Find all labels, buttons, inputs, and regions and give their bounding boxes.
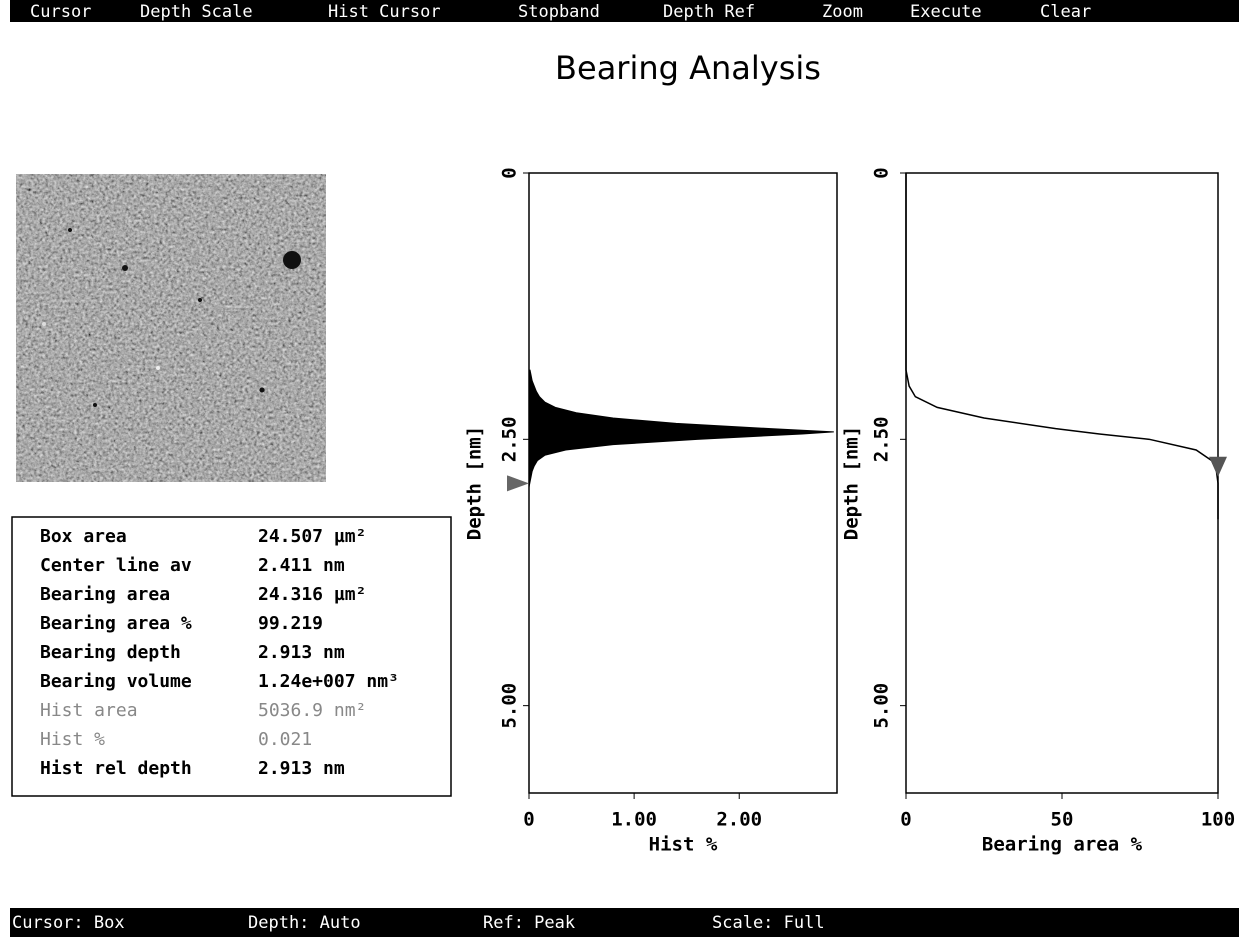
stat-value: 2.913 nm [258,758,345,779]
menu-item[interactable]: Clear [1040,2,1091,22]
afm-image [16,174,326,482]
status-bar [10,908,1239,937]
status-item: Ref: Peak [483,913,575,933]
plot-frame [905,172,1219,794]
menu-item[interactable]: Depth Scale [140,2,253,22]
stat-value: 24.316 µm² [258,584,366,605]
menu-item[interactable]: Depth Ref [663,2,755,22]
status-item: Depth: Auto [248,913,361,933]
stat-value: 0.021 [258,729,312,750]
status-item: Cursor: Box [12,913,125,933]
y-axis-label: Depth [nm] [464,426,486,540]
status-item: Scale: Full [712,913,825,933]
stat-label: Bearing volume [40,671,192,692]
stat-value: 5036.9 nm² [258,700,366,721]
x-axis-label: Hist % [649,834,718,856]
menu-item[interactable]: Cursor [30,2,91,22]
stat-value: 1.24e+007 nm³ [258,671,399,692]
y-tick-label: 5.00 [499,683,521,729]
y-tick-label: 5.00 [871,683,893,729]
stat-label: Bearing area [40,584,170,605]
stat-label: Bearing depth [40,642,181,663]
menu-item[interactable]: Zoom [822,2,863,22]
plot-frame [528,172,838,794]
stat-label: Box area [40,526,127,547]
y-tick-label: 0 [499,167,521,178]
stats-box [11,516,452,797]
x-tick-label: 2.00 [716,809,762,831]
y-tick-label: 2.50 [499,416,521,462]
x-tick-label: 50 [1051,809,1074,831]
menu-item[interactable]: Hist Cursor [328,2,441,22]
menu-item[interactable]: Stopband [518,2,600,22]
y-axis-label: Depth [nm] [841,426,863,540]
depth-cursor [507,475,529,492]
stat-value: 99.219 [258,613,323,634]
depth-cursor [1209,456,1227,477]
x-tick-label: 0 [900,809,911,831]
stat-value: 2.913 nm [258,642,345,663]
x-tick-label: 1.00 [611,809,657,831]
y-tick-label: 0 [871,167,893,178]
page-title: Bearing Analysis [555,49,821,87]
x-axis-label: Bearing area % [982,834,1143,856]
stat-label: Hist % [40,729,105,750]
stat-value: 2.411 nm [258,555,345,576]
bearing-curve [905,173,1219,520]
histogram-area [528,369,834,488]
menu-bar [10,0,1239,22]
stat-label: Bearing area % [40,613,192,634]
x-tick-label: 0 [523,809,534,831]
menu-item[interactable]: Execute [910,2,982,22]
stat-label: Hist area [40,700,138,721]
y-tick-label: 2.50 [871,416,893,462]
x-tick-label: 100 [1201,809,1235,831]
stat-value: 24.507 µm² [258,526,366,547]
stat-label: Center line av [40,555,192,576]
stat-label: Hist rel depth [40,758,192,779]
